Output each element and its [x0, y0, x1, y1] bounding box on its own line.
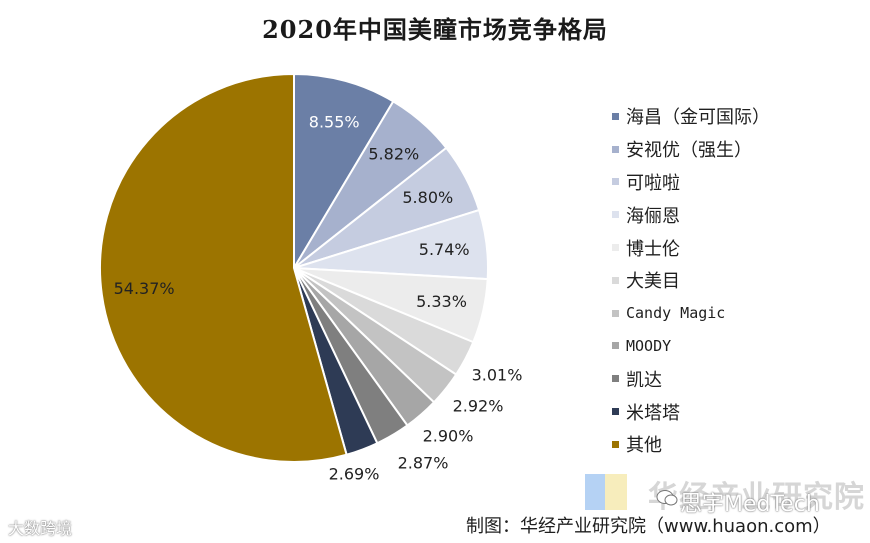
data-label: 5.80% — [402, 188, 453, 207]
legend-swatch — [612, 375, 619, 383]
legend-item: 安视优（强生） — [612, 133, 770, 166]
data-label: 3.01% — [472, 366, 523, 385]
legend-label: 米塔塔 — [626, 402, 680, 424]
legend-label: 博士伦 — [626, 238, 680, 260]
legend-swatch — [612, 112, 619, 120]
legend: 海昌（金可国际） 安视优（强生） 可啦啦海俪恩博士伦大美目 Candy Magic MO… — [612, 100, 770, 461]
legend-item: 博士伦 — [612, 231, 770, 264]
legend-label: Candy Magic — [626, 304, 726, 323]
legend-item: MOODY — [612, 330, 770, 363]
data-label: 2.69% — [329, 465, 380, 484]
data-label: 2.87% — [398, 454, 449, 473]
legend-swatch — [612, 408, 619, 416]
legend-item: Candy Magic — [612, 297, 770, 330]
wechat-icon — [656, 490, 678, 506]
corner-watermark: 大数跨境 — [8, 519, 73, 538]
watermark-brand: 华经产业研究院 — [648, 480, 865, 515]
legend-label: 可啦啦 — [626, 172, 680, 194]
legend-swatch — [612, 309, 619, 317]
wechat-watermark: 思宇MedTech — [680, 492, 820, 517]
legend-label: 海昌（金可国际） — [626, 107, 770, 129]
legend-item: 海昌（金可国际） — [612, 100, 770, 133]
legend-label: 凯达 — [626, 369, 662, 391]
legend-swatch — [612, 276, 619, 284]
legend-label: MOODY — [626, 336, 672, 355]
pie-slice — [293, 72, 395, 272]
data-label: 5.74% — [419, 240, 470, 259]
legend-item: 米塔塔 — [612, 395, 770, 428]
watermark-logo — [585, 474, 627, 510]
legend-swatch — [612, 145, 619, 153]
legend-label: 其他 — [626, 435, 662, 457]
legend-swatch — [612, 178, 619, 186]
data-label: 5.33% — [416, 292, 467, 311]
data-label: 8.55% — [309, 113, 360, 132]
data-label: 54.37% — [114, 279, 175, 298]
legend-item: 可啦啦 — [612, 166, 770, 199]
chart-title: 2020年中国美瞳市场竞争格局 — [262, 15, 608, 44]
legend-swatch — [612, 211, 619, 219]
legend-label: 安视优（强生） — [626, 140, 752, 162]
legend-item: 凯达 — [612, 362, 770, 395]
legend-item: 海俪恩 — [612, 198, 770, 231]
pie-slice — [99, 72, 348, 463]
data-label: 5.82% — [368, 145, 419, 164]
source-note: 制图：华经产业研究院（www.huaon.com） — [466, 516, 831, 537]
data-label: 2.90% — [423, 427, 474, 446]
legend-swatch — [612, 244, 619, 252]
legend-label: 大美目 — [626, 271, 680, 293]
legend-label: 海俪恩 — [626, 205, 680, 227]
legend-swatch — [612, 440, 619, 448]
legend-item: 其他 — [612, 428, 770, 461]
legend-item: 大美目 — [612, 264, 770, 297]
data-label: 2.92% — [453, 397, 504, 416]
legend-swatch — [612, 342, 619, 350]
